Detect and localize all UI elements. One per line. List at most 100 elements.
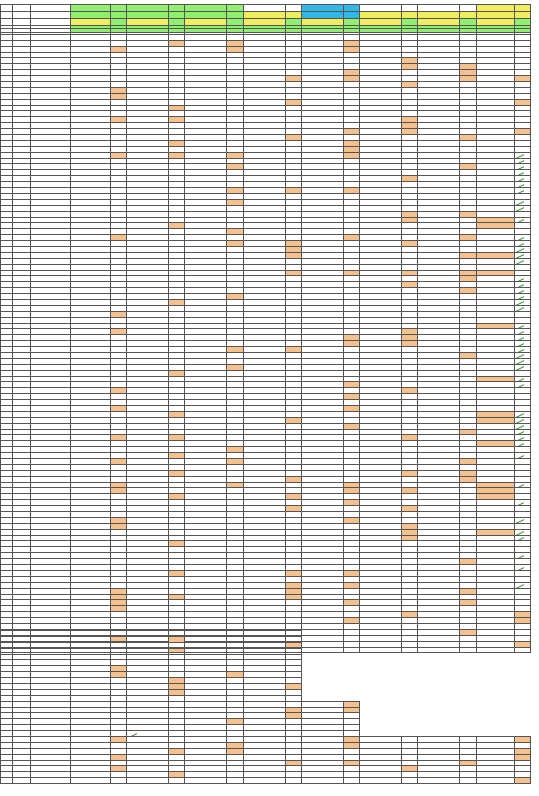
table-cell[interactable] bbox=[0, 688, 14, 696]
table-cell[interactable] bbox=[342, 605, 361, 613]
table-cell[interactable] bbox=[0, 157, 14, 165]
table-cell[interactable] bbox=[168, 522, 186, 530]
table-cell[interactable] bbox=[109, 522, 128, 530]
table-cell[interactable] bbox=[0, 546, 14, 554]
table-cell[interactable] bbox=[342, 593, 361, 601]
table-cell[interactable] bbox=[184, 777, 228, 785]
table-cell[interactable] bbox=[168, 712, 186, 720]
table-cell[interactable] bbox=[342, 151, 361, 159]
table-cell[interactable] bbox=[0, 204, 14, 212]
table-cell[interactable] bbox=[168, 659, 186, 667]
table-cell[interactable] bbox=[226, 234, 244, 242]
table-cell[interactable] bbox=[226, 564, 244, 571]
table-cell[interactable] bbox=[0, 181, 14, 189]
table-cell[interactable] bbox=[0, 187, 14, 194]
table-cell[interactable] bbox=[284, 192, 302, 200]
table-cell[interactable] bbox=[0, 192, 14, 200]
table-cell[interactable] bbox=[0, 599, 14, 607]
table-cell[interactable] bbox=[226, 558, 244, 566]
table-cell[interactable] bbox=[284, 546, 302, 554]
table-cell[interactable] bbox=[109, 57, 128, 65]
table-cell[interactable] bbox=[0, 718, 14, 726]
table-cell[interactable] bbox=[109, 216, 128, 224]
table-cell[interactable] bbox=[513, 736, 531, 743]
table-cell[interactable] bbox=[513, 222, 531, 230]
table-cell[interactable] bbox=[109, 198, 128, 206]
table-cell[interactable] bbox=[168, 39, 186, 47]
table-cell[interactable] bbox=[226, 688, 244, 696]
table-cell[interactable] bbox=[226, 192, 244, 200]
table-cell[interactable] bbox=[459, 222, 477, 230]
table-cell[interactable] bbox=[401, 546, 419, 554]
table-cell[interactable] bbox=[109, 575, 128, 583]
table-cell[interactable] bbox=[226, 712, 244, 720]
table-cell[interactable] bbox=[284, 605, 302, 613]
table-cell[interactable] bbox=[168, 671, 186, 679]
table-cell[interactable] bbox=[459, 546, 477, 554]
table-cell[interactable] bbox=[342, 51, 361, 59]
table-cell[interactable] bbox=[168, 145, 186, 153]
table-cell[interactable] bbox=[284, 558, 302, 566]
table-cell[interactable] bbox=[109, 534, 128, 542]
table-cell[interactable] bbox=[342, 192, 361, 200]
table-cell[interactable] bbox=[168, 683, 186, 690]
table-cell[interactable] bbox=[342, 139, 361, 147]
table-cell[interactable] bbox=[459, 646, 477, 654]
table-cell[interactable] bbox=[0, 587, 14, 595]
table-cell[interactable] bbox=[168, 694, 186, 702]
table-cell[interactable] bbox=[109, 659, 128, 667]
table-cell[interactable] bbox=[226, 546, 244, 554]
table-cell[interactable] bbox=[109, 712, 128, 720]
table-cell[interactable] bbox=[168, 198, 186, 206]
table-cell[interactable] bbox=[342, 628, 361, 636]
table-cell[interactable] bbox=[226, 635, 244, 643]
table-cell[interactable] bbox=[0, 522, 14, 530]
table-cell[interactable] bbox=[284, 552, 302, 560]
table-cell[interactable] bbox=[168, 240, 186, 247]
table-cell[interactable] bbox=[459, 522, 477, 530]
table-cell[interactable] bbox=[109, 700, 128, 708]
table-cell[interactable] bbox=[513, 257, 531, 265]
table-cell[interactable] bbox=[459, 534, 477, 542]
table-cell[interactable] bbox=[109, 641, 128, 649]
table-cell[interactable] bbox=[401, 540, 419, 548]
table-cell[interactable] bbox=[109, 564, 128, 571]
table-cell[interactable] bbox=[109, 151, 128, 159]
table-cell[interactable] bbox=[513, 634, 531, 642]
table-cell[interactable] bbox=[109, 516, 128, 524]
table-cell[interactable] bbox=[109, 157, 128, 165]
table-cell[interactable] bbox=[109, 145, 128, 153]
table-cell[interactable] bbox=[226, 245, 244, 253]
table-cell[interactable] bbox=[168, 134, 186, 141]
table-cell[interactable] bbox=[226, 51, 244, 59]
table-cell[interactable] bbox=[513, 552, 531, 560]
table-cell[interactable] bbox=[284, 198, 302, 206]
table-cell[interactable] bbox=[109, 605, 128, 613]
table-cell[interactable] bbox=[459, 540, 477, 548]
table-cell[interactable] bbox=[513, 187, 531, 194]
table-cell[interactable] bbox=[513, 593, 531, 601]
table-cell[interactable] bbox=[168, 599, 186, 607]
table-cell[interactable] bbox=[284, 641, 302, 649]
table-cell[interactable] bbox=[0, 730, 14, 738]
table-cell[interactable] bbox=[168, 540, 186, 548]
table-cell[interactable] bbox=[0, 605, 14, 613]
table-cell[interactable] bbox=[401, 646, 419, 654]
table-cell[interactable] bbox=[0, 39, 14, 47]
table-cell[interactable] bbox=[342, 730, 361, 738]
table-cell[interactable] bbox=[226, 694, 244, 702]
table-cell[interactable] bbox=[226, 45, 244, 53]
table-cell[interactable] bbox=[226, 587, 244, 595]
table-cell[interactable] bbox=[109, 240, 128, 247]
table-cell[interactable] bbox=[342, 640, 361, 648]
table-cell[interactable] bbox=[168, 45, 186, 53]
table-cell[interactable] bbox=[459, 617, 477, 624]
table-cell[interactable] bbox=[342, 33, 361, 41]
table-cell[interactable] bbox=[401, 511, 419, 518]
table-cell[interactable] bbox=[168, 228, 186, 236]
table-cell[interactable] bbox=[109, 169, 128, 177]
table-cell[interactable] bbox=[513, 204, 531, 212]
table-cell[interactable] bbox=[0, 647, 14, 655]
table-cell[interactable] bbox=[459, 599, 477, 607]
table-cell[interactable] bbox=[513, 741, 531, 749]
